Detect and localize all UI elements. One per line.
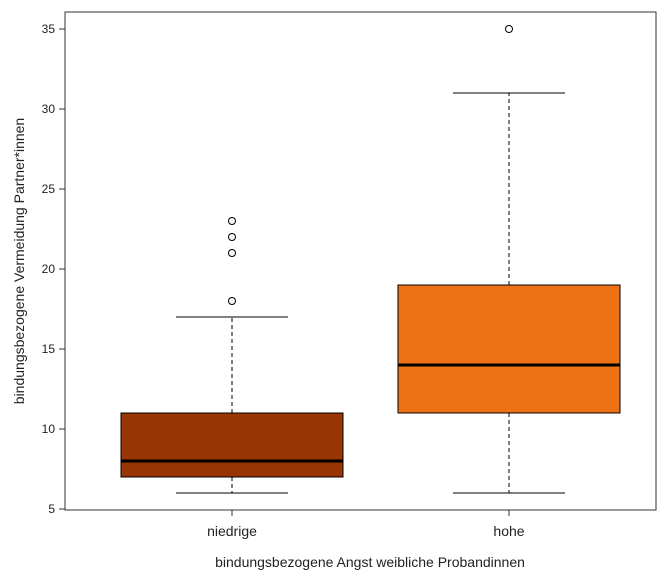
x-axis: niedrige hohe [207, 510, 525, 539]
x-tick-label: niedrige [207, 523, 257, 539]
y-tick-label: 20 [42, 262, 56, 276]
box-hohe [397, 284, 621, 414]
y-tick-label: 25 [42, 182, 56, 196]
y-tick-label: 15 [42, 342, 56, 356]
outlier-point [228, 297, 236, 305]
outlier-point [505, 25, 513, 33]
plot-frame [64, 11, 657, 511]
outlier-point [228, 249, 236, 257]
y-axis-label: bindungsbezogene Vermeidung Partner*inne… [11, 118, 27, 404]
y-tick-label: 5 [48, 502, 55, 516]
x-tick-label: hohe [493, 523, 524, 539]
box-niedrige [120, 412, 344, 478]
y-tick-label: 35 [42, 22, 56, 36]
y-axis: 5 10 15 20 25 30 35 [42, 22, 65, 516]
boxes [120, 25, 621, 494]
outlier-point [228, 233, 236, 241]
y-tick-label: 30 [42, 102, 56, 116]
outlier-point [228, 217, 236, 225]
y-tick-label: 10 [42, 422, 56, 436]
x-axis-label: bindungsbezogene Angst weibliche Proband… [215, 554, 525, 570]
